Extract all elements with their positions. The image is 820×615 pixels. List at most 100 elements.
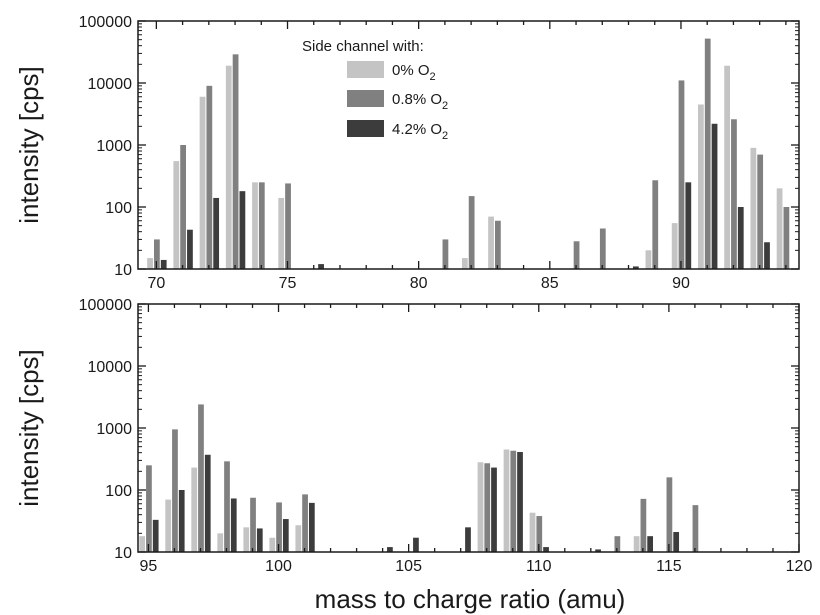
bottom-bar-0-8-o2-mz-109 (510, 451, 516, 552)
top-bar-0-8-o2-mz-87 (600, 229, 606, 270)
bottom-bar-0-o2-mz-100 (269, 538, 275, 552)
top-bar-0-8-o2-mz-74 (259, 182, 265, 269)
bottom-panel: 95 100 105 110 115 120 10 100 1000 10000 100000 in… (14, 297, 812, 614)
bottom-y-tick-label-10: 10 (114, 545, 132, 562)
top-bar-0-o2-mz-72 (200, 97, 206, 269)
bottom-bar-4-2-o2-mz-95 (153, 520, 159, 552)
top-panel: 70 75 80 85 90 10 100 1000 10000 100000 intensity… (14, 14, 799, 292)
bottom-bar-4-2-o2-mz-101 (309, 503, 315, 552)
top-bar-0-o2-mz-74 (252, 182, 258, 269)
bottom-bar-4-2-o2-mz-115 (673, 532, 679, 552)
top-bar-0-8-o2-mz-81 (443, 239, 449, 269)
bottom-bar-0-o2-mz-110 (530, 513, 536, 552)
top-bar-0-o2-mz-75 (278, 198, 284, 269)
top-bar-0-o2-mz-94 (777, 188, 783, 269)
top-y-tick-label-10: 10 (114, 262, 132, 279)
top-bar-4-2-o2-mz-73 (240, 191, 246, 269)
bottom-bar-0-o2-mz-108 (478, 462, 484, 552)
bottom-bar-4-2-o2-mz-99 (257, 528, 263, 552)
top-bar-0-8-o2-mz-73 (233, 54, 239, 269)
bottom-bar-4-2-o2-mz-107 (465, 527, 471, 552)
top-bar-0-8-o2-mz-94 (784, 207, 790, 269)
bottom-bar-0-8-o2-mz-96 (172, 429, 178, 552)
legend-label-0-8pct: 0.8% O2 (392, 91, 448, 112)
top-bar-0-8-o2-mz-89 (652, 180, 658, 269)
top-bar-4-2-o2-mz-70 (161, 260, 167, 269)
bottom-bar-0-o2-mz-98 (217, 533, 223, 552)
bottom-bar-0-o2-mz-97 (191, 468, 197, 552)
bottom-bar-4-2-o2-mz-108 (491, 468, 497, 552)
bottom-bar-0-8-o2-mz-115 (667, 477, 673, 552)
bottom-y-tick-label-100: 100 (105, 483, 132, 500)
top-bar-0-o2-mz-91 (698, 105, 704, 270)
top-y-tick-label-10000: 10000 (88, 76, 133, 93)
legend-label-4-2pct: 4.2% O2 (392, 121, 448, 142)
bottom-bar-4-2-o2-mz-105 (413, 538, 419, 552)
top-bar-4-2-o2-mz-90 (685, 182, 691, 269)
top-y-tick-label-100: 100 (105, 200, 132, 217)
bottom-bar-0-o2-mz-101 (295, 525, 301, 552)
bottom-y-tick-label-1000: 1000 (96, 421, 132, 438)
x-axis-title: mass to charge ratio (amu) (315, 584, 626, 614)
bottom-y-tick-label-100000: 100000 (79, 297, 132, 314)
bottom-bar-0-8-o2-mz-98 (224, 461, 230, 552)
bottom-bar-4-2-o2-mz-96 (179, 490, 185, 552)
bottom-bar-4-2-o2-mz-98 (231, 498, 237, 552)
bottom-bar-4-2-o2-mz-114 (647, 536, 653, 552)
legend-swatch-0-8pct (347, 90, 384, 107)
top-bar-0-o2-mz-70 (147, 258, 153, 269)
bottom-bar-0-8-o2-mz-101 (302, 494, 308, 552)
bottom-bar-0-o2-mz-96 (165, 500, 171, 552)
legend-swatch-4-2pct (347, 120, 384, 137)
top-x-tick-label-85: 85 (541, 275, 559, 292)
top-y-tick-label-100000: 100000 (79, 14, 132, 31)
top-y-tick-label-1000: 1000 (96, 138, 132, 155)
top-bar-0-8-o2-mz-75 (285, 183, 291, 269)
top-bar-0-o2-mz-82 (462, 258, 468, 269)
top-y-axis-title: intensity [cps] (14, 66, 44, 224)
top-bar-0-8-o2-mz-83 (495, 221, 501, 269)
legend-title: Side channel with: (302, 38, 424, 55)
bottom-x-tick-label-115: 115 (656, 558, 682, 575)
bottom-bar-0-8-o2-mz-116 (693, 505, 699, 552)
top-bar-0-o2-mz-92 (724, 66, 730, 269)
top-bar-0-8-o2-mz-86 (574, 241, 580, 269)
top-bar-4-2-o2-mz-72 (213, 198, 219, 269)
bottom-x-tick-label-100: 100 (265, 558, 292, 575)
legend-swatch-0pct (347, 61, 384, 78)
bottom-x-tick-label-120: 120 (786, 558, 813, 575)
top-bar-4-2-o2-mz-71 (187, 230, 193, 269)
top-bar-0-o2-mz-73 (226, 66, 232, 269)
top-bar-4-2-o2-mz-91 (712, 124, 718, 269)
top-x-tick-label-70: 70 (147, 275, 165, 292)
top-bar-0-o2-mz-90 (672, 223, 678, 269)
bottom-bar-0-o2-mz-114 (634, 536, 640, 552)
bottom-axis-ticks: 95 100 105 110 115 120 10 100 1000 10000 100000 (79, 297, 813, 575)
bottom-x-tick-label-105: 105 (395, 558, 422, 575)
bottom-bar-4-2-o2-mz-97 (205, 455, 211, 552)
bottom-bar-0-8-o2-mz-97 (198, 404, 204, 552)
bottom-bar-4-2-o2-mz-100 (283, 519, 289, 552)
bottom-x-tick-label-110: 110 (526, 558, 552, 575)
top-bar-0-8-o2-mz-93 (757, 155, 763, 269)
top-bar-0-8-o2-mz-91 (705, 39, 711, 269)
top-x-tick-label-75: 75 (279, 275, 297, 292)
top-bars (147, 39, 789, 269)
top-x-tick-label-80: 80 (410, 275, 428, 292)
bottom-y-tick-label-10000: 10000 (88, 359, 133, 376)
legend: Side channel with: 0% O2 0.8% O2 4.2% O2 (302, 38, 448, 142)
bottom-bar-0-8-o2-mz-99 (250, 498, 256, 552)
top-bar-0-o2-mz-93 (750, 148, 756, 269)
bottom-x-tick-label-95: 95 (140, 558, 158, 575)
bottom-bar-0-8-o2-mz-114 (641, 499, 647, 552)
top-bar-4-2-o2-mz-92 (738, 207, 744, 269)
top-bar-4-2-o2-mz-93 (764, 242, 770, 269)
bottom-bar-0-o2-mz-109 (504, 450, 510, 553)
top-bar-0-8-o2-mz-90 (679, 80, 685, 269)
bottom-bar-0-8-o2-mz-108 (484, 463, 490, 552)
top-bar-0-8-o2-mz-92 (731, 119, 737, 269)
bottom-bar-0-8-o2-mz-95 (146, 465, 152, 552)
bottom-bar-4-2-o2-mz-109 (517, 452, 523, 552)
legend-label-0pct: 0% O2 (392, 62, 436, 83)
